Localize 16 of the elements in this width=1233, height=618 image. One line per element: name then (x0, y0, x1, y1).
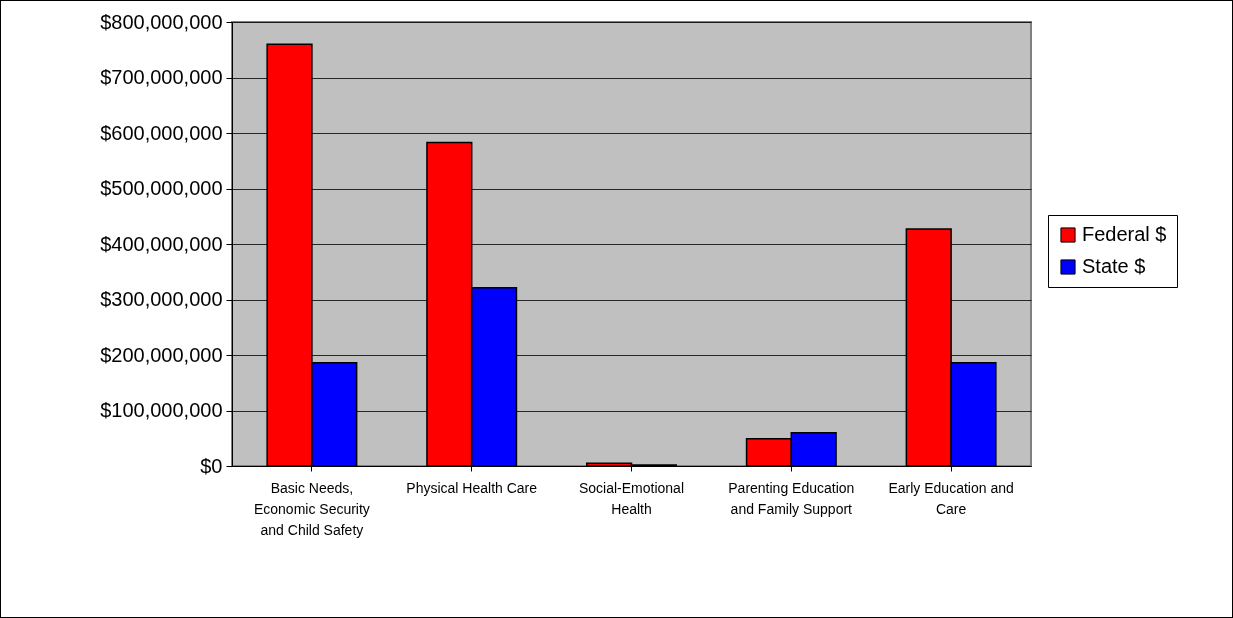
y-tick-label: $700,000,000 (100, 66, 223, 88)
x-tick-label: Physical Health Care (406, 479, 538, 496)
y-tick-label: $0 (200, 454, 223, 477)
y-tick-label: $600,000,000 (100, 121, 223, 144)
legend-label: State $ (1082, 255, 1146, 277)
x-tick-label: Parenting Education and Family Support (728, 479, 855, 517)
y-tick-label: $800,000,000 (100, 10, 223, 33)
legend-label: Federal $ (1082, 223, 1167, 245)
x-tick-label: Early Education and Care (888, 479, 1014, 517)
y-tick-label: $500,000,000 (100, 177, 223, 199)
y-tick-label: $200,000,000 (100, 343, 223, 366)
y-tick-label: $300,000,000 (100, 288, 223, 310)
x-tick-label: Social-Emotional Health (578, 479, 685, 517)
x-tick-label: Basic Needs, Economic Security and Child Safety (253, 479, 370, 538)
y-tick-label: $100,000,000 (100, 399, 223, 421)
y-tick-label: $400,000,000 (100, 232, 223, 255)
